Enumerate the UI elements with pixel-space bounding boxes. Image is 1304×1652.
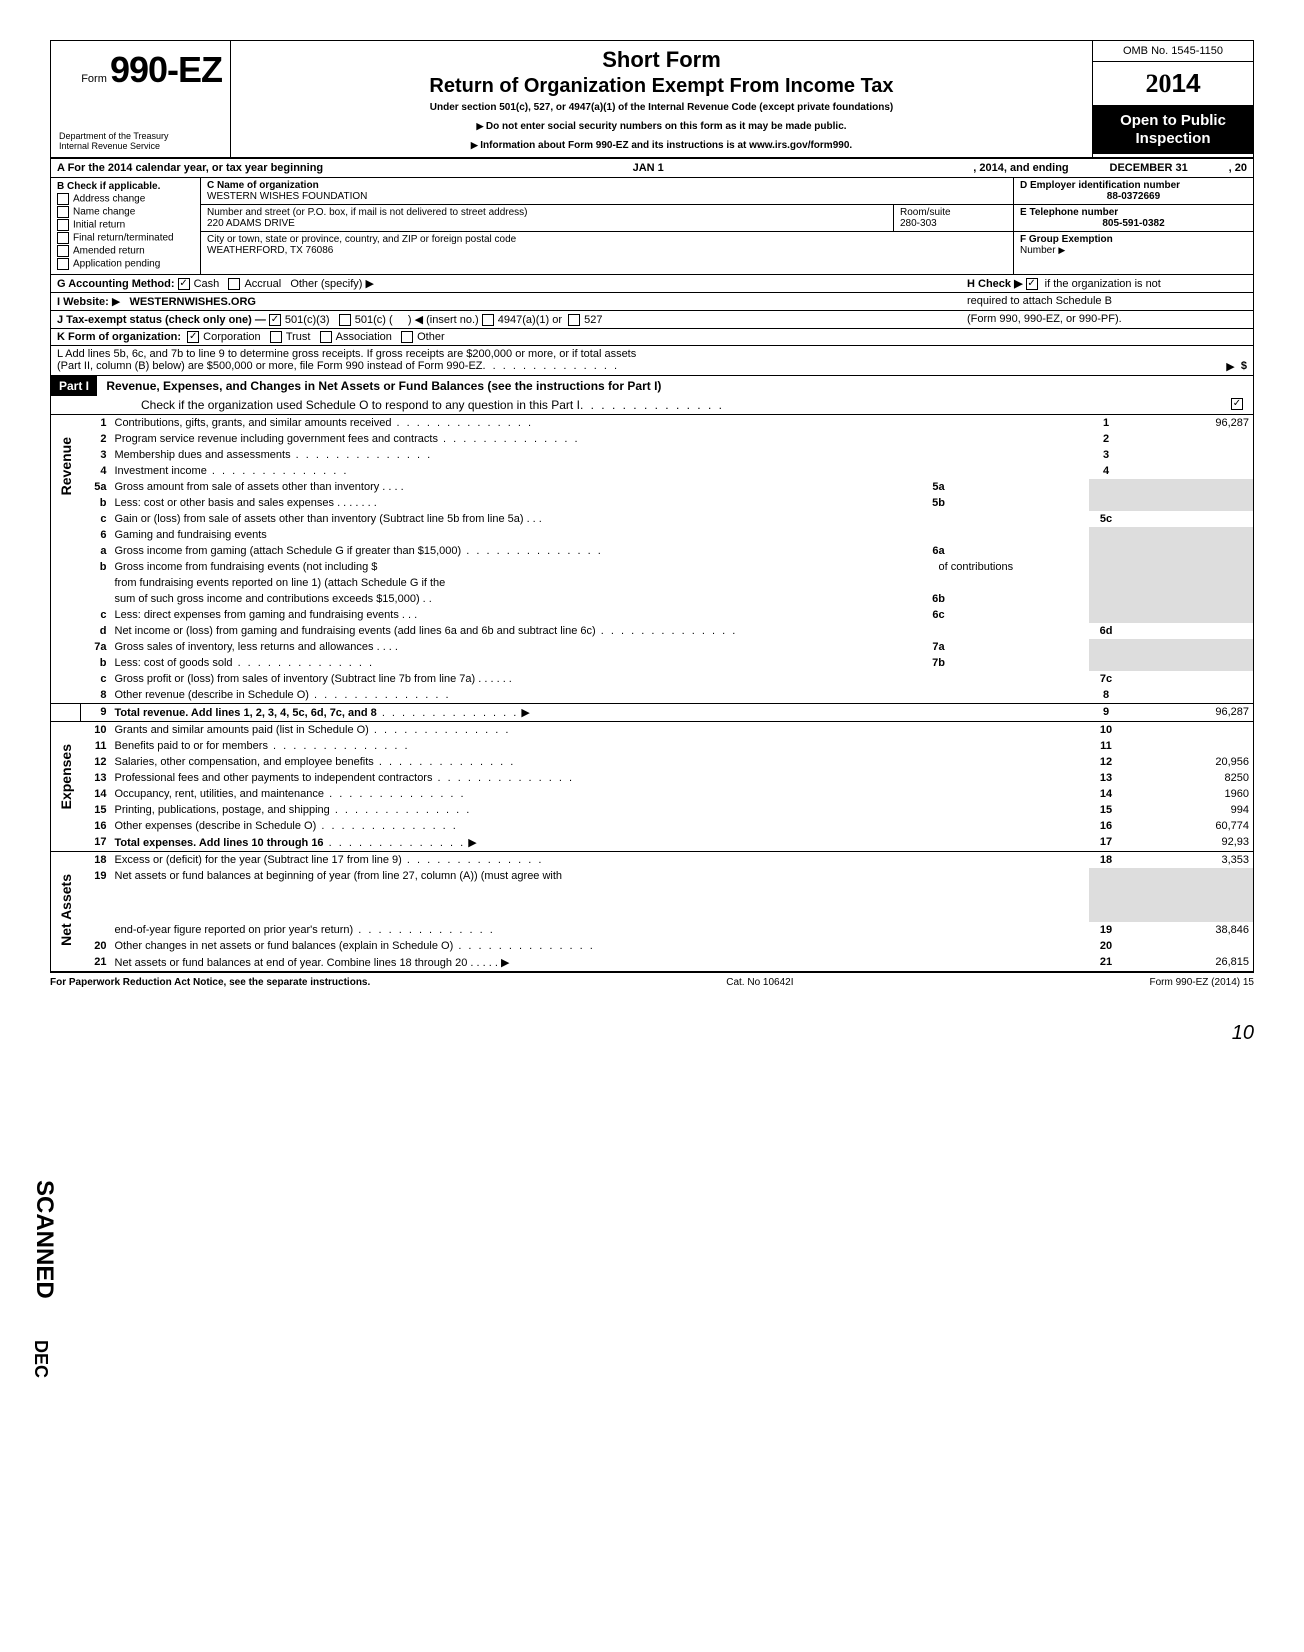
row-i: I Website: ▶ WESTERNWISHES.ORG required … (50, 293, 1254, 311)
checkbox-other[interactable] (401, 331, 413, 343)
handwritten-10: 10 (50, 1022, 1254, 1045)
line12-value: 20,956 (1124, 754, 1254, 770)
section-c: C Name of organization WESTERN WISHES FO… (201, 178, 1013, 274)
checkbox-527[interactable] (568, 314, 580, 326)
return-title: Return of Organization Exempt From Incom… (241, 75, 1082, 98)
street-value: 220 ADAMS DRIVE (207, 218, 887, 229)
row-g-h: G Accounting Method: Cash Accrual Other … (50, 275, 1254, 293)
form-ref: Form 990-EZ (2014) (1150, 977, 1241, 988)
row-l: L Add lines 5b, 6c, and 7b to line 9 to … (50, 346, 1254, 376)
checkbox-schedule-b[interactable] (1026, 278, 1038, 290)
city-value: WEATHERFORD, TX 76086 (207, 245, 1007, 256)
section-def: D Employer identification number 88-0372… (1013, 178, 1253, 274)
info-line: Information about Form 990-EZ and its in… (241, 140, 1082, 151)
line14-value: 1960 (1124, 786, 1254, 802)
line19-value: 38,846 (1124, 922, 1254, 938)
line21-value: 26,815 (1124, 954, 1254, 972)
part1-table: Revenue 1 Contributions, gifts, grants, … (50, 415, 1254, 972)
checkbox-amended-return[interactable]: Amended return (57, 245, 194, 257)
net-assets-label: Net Assets (58, 854, 74, 966)
checkbox-accrual[interactable] (228, 278, 240, 290)
checkbox-schedule-o[interactable] (1231, 398, 1243, 410)
checkbox-application-pending[interactable]: Application pending (57, 258, 194, 270)
line1-value: 96,287 (1124, 415, 1254, 431)
street-label: Number and street (or P.O. box, if mail … (207, 207, 887, 218)
room-label: Room/suite (900, 207, 1007, 218)
dept-line2: Internal Revenue Service (59, 141, 222, 151)
line9-value: 96,287 (1124, 704, 1254, 722)
checkbox-name-change[interactable]: Name change (57, 206, 194, 218)
group-exemption-number: Number (1020, 245, 1247, 256)
row-k: K Form of organization: Corporation Trus… (50, 329, 1254, 346)
group-exemption-label: F Group Exemption (1020, 234, 1247, 245)
expenses-label: Expenses (58, 724, 74, 829)
checkbox-501c3[interactable] (269, 314, 281, 326)
line16-value: 60,774 (1124, 818, 1254, 834)
room-value: 280-303 (900, 218, 1007, 229)
inspection-notice: Open to Public Inspection (1093, 106, 1253, 154)
line18-value: 3,353 (1124, 852, 1254, 869)
omb-number: OMB No. 1545-1150 (1093, 41, 1253, 62)
checkbox-initial-return[interactable]: Initial return (57, 219, 194, 231)
ein-label: D Employer identification number (1020, 180, 1247, 191)
line17-value: 92,93 (1124, 834, 1254, 852)
info-grid: B Check if applicable. Address change Na… (50, 178, 1254, 275)
line13-value: 8250 (1124, 770, 1254, 786)
checkbox-501c[interactable] (339, 314, 351, 326)
header: Form 990-EZ Department of the Treasury I… (50, 40, 1254, 159)
org-name: WESTERN WISHES FOUNDATION (207, 191, 1007, 202)
ssn-warning: Do not enter social security numbers on … (241, 121, 1082, 132)
city-label: City or town, state or province, country… (207, 234, 1007, 245)
checkbox-trust[interactable] (270, 331, 282, 343)
dept-line1: Department of the Treasury (59, 131, 222, 141)
checkbox-corporation[interactable] (187, 331, 199, 343)
row-j: J Tax-exempt status (check only one) — 5… (50, 311, 1254, 329)
phone-value: 805-591-0382 (1020, 218, 1247, 229)
subtitle: Under section 501(c), 527, or 4947(a)(1)… (241, 102, 1082, 113)
form-prefix: Form (81, 73, 107, 85)
checkbox-final-return[interactable]: Final return/terminated (57, 232, 194, 244)
short-form-title: Short Form (241, 47, 1082, 73)
form-number-cell: Form 990-EZ (51, 41, 231, 99)
dec-stamp: DEC (30, 1340, 51, 1378)
checkbox-4947[interactable] (482, 314, 494, 326)
tax-year: 2014 (1093, 62, 1253, 106)
revenue-label: Revenue (58, 417, 74, 515)
dept-cell: Department of the Treasury Internal Reve… (51, 99, 231, 157)
row-a-tax-year: A For the 2014 calendar year, or tax yea… (50, 159, 1254, 178)
paperwork-notice: For Paperwork Reduction Act Notice, see … (50, 977, 370, 988)
ein-value: 88-0372669 (1020, 191, 1247, 202)
footer: For Paperwork Reduction Act Notice, see … (50, 972, 1254, 992)
scanned-stamp: SCANNED (30, 1180, 58, 1299)
form-990ez: Form 990-EZ Department of the Treasury I… (50, 40, 1254, 1045)
part-1-header: Part I Revenue, Expenses, and Changes in… (50, 376, 1254, 415)
section-b: B Check if applicable. Address change Na… (51, 178, 201, 274)
right-header: OMB No. 1545-1150 2014 Open to Public In… (1093, 41, 1253, 157)
website: WESTERNWISHES.ORG (129, 296, 256, 308)
title-cell: Short Form Return of Organization Exempt… (231, 41, 1093, 157)
checkbox-cash[interactable] (178, 278, 190, 290)
checkbox-address-change[interactable]: Address change (57, 193, 194, 205)
checkbox-association[interactable] (320, 331, 332, 343)
cat-number: Cat. No 10642I (726, 977, 793, 988)
form-number: 990-EZ (110, 49, 222, 90)
phone-label: E Telephone number (1020, 207, 1247, 218)
org-name-label: C Name of organization (207, 180, 1007, 191)
line15-value: 994 (1124, 802, 1254, 818)
